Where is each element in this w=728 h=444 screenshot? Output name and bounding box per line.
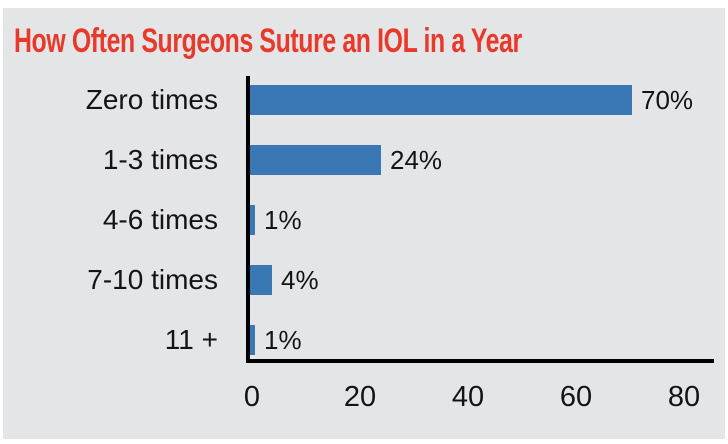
x-tick-label: 20 — [343, 381, 377, 413]
y-axis-line — [246, 76, 250, 363]
chart-panel-background — [3, 8, 725, 439]
value-label: 1% — [264, 205, 302, 235]
bar — [250, 325, 255, 355]
category-label: 4-6 times — [102, 204, 218, 235]
x-tick-label: 60 — [559, 381, 593, 413]
value-label: 24% — [390, 145, 443, 175]
x-tick-label: 0 — [243, 381, 261, 413]
bar — [250, 85, 632, 115]
category-label: 11 + — [164, 324, 218, 355]
bar — [250, 265, 272, 295]
x-axis-line — [246, 359, 714, 363]
category-label: 7-10 times — [87, 264, 218, 295]
category-label: 1-3 times — [102, 144, 218, 175]
chart-title: How Often Surgeons Suture an IOL in a Ye… — [14, 22, 522, 60]
category-label: Zero times — [85, 84, 218, 115]
bar — [250, 205, 255, 235]
x-tick-label: 40 — [451, 381, 485, 413]
value-label: 1% — [264, 325, 302, 355]
value-label: 70% — [641, 85, 694, 115]
value-label: 4% — [281, 265, 319, 295]
x-tick-label: 80 — [667, 381, 701, 413]
bar — [250, 145, 381, 175]
